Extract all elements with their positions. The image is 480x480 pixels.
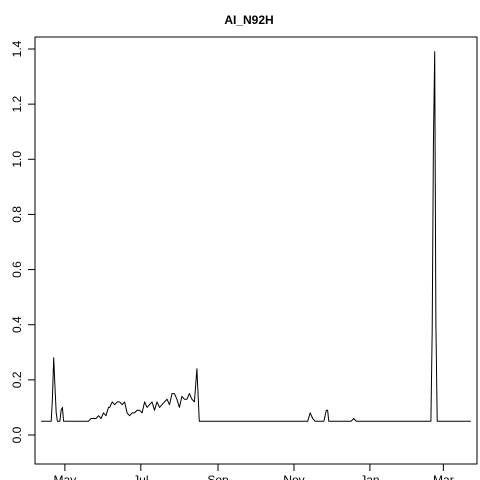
y-axis: 0.0 0.2 0.4 0.6 0.8 1.0 1.2 1.4 <box>10 40 35 443</box>
x-tick-label: Jan <box>360 473 379 480</box>
y-tick-label: 0.6 <box>10 261 24 278</box>
y-tick-label: 0.2 <box>10 371 24 388</box>
x-tick-label: Jul <box>133 473 148 480</box>
y-tick-label: 0.4 <box>10 316 24 333</box>
y-tick-label: 1.4 <box>10 40 24 57</box>
chart-title: AI_N92H <box>224 13 273 27</box>
series-line <box>41 51 471 422</box>
x-tick-label: May <box>54 473 77 480</box>
series-layer <box>41 51 471 422</box>
x-axis: May Jul Sep Nov Jan Mar <box>54 464 454 480</box>
y-tick-label: 1.2 <box>10 95 24 112</box>
plot-frame <box>34 36 478 465</box>
x-tick-label: Sep <box>207 473 229 480</box>
x-tick-label: Mar <box>433 473 454 480</box>
y-tick-label: 0.8 <box>10 206 24 223</box>
x-tick-label: Nov <box>283 473 304 480</box>
y-tick-label: 1.0 <box>10 151 24 168</box>
y-tick-label: 0.0 <box>10 426 24 443</box>
